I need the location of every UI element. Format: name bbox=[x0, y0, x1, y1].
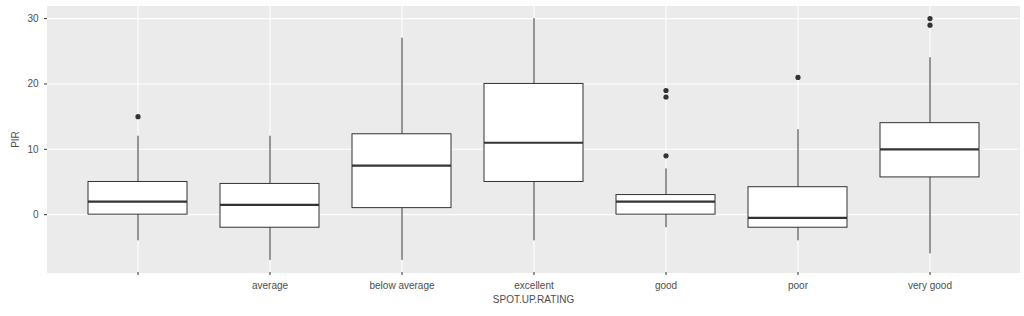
svg-text:average: average bbox=[252, 280, 289, 291]
svg-text:0: 0 bbox=[33, 209, 39, 220]
svg-text:PIR: PIR bbox=[10, 131, 21, 148]
svg-text:30: 30 bbox=[27, 13, 39, 24]
svg-text:below average: below average bbox=[369, 280, 434, 291]
svg-text:good: good bbox=[655, 280, 677, 291]
svg-text:10: 10 bbox=[27, 144, 39, 155]
svg-text:SPOT.UP.RATING: SPOT.UP.RATING bbox=[493, 294, 575, 305]
svg-text:20: 20 bbox=[27, 78, 39, 89]
svg-text:very good: very good bbox=[908, 280, 952, 291]
svg-text:poor: poor bbox=[788, 280, 809, 291]
svg-text:excellent: excellent bbox=[514, 280, 554, 291]
